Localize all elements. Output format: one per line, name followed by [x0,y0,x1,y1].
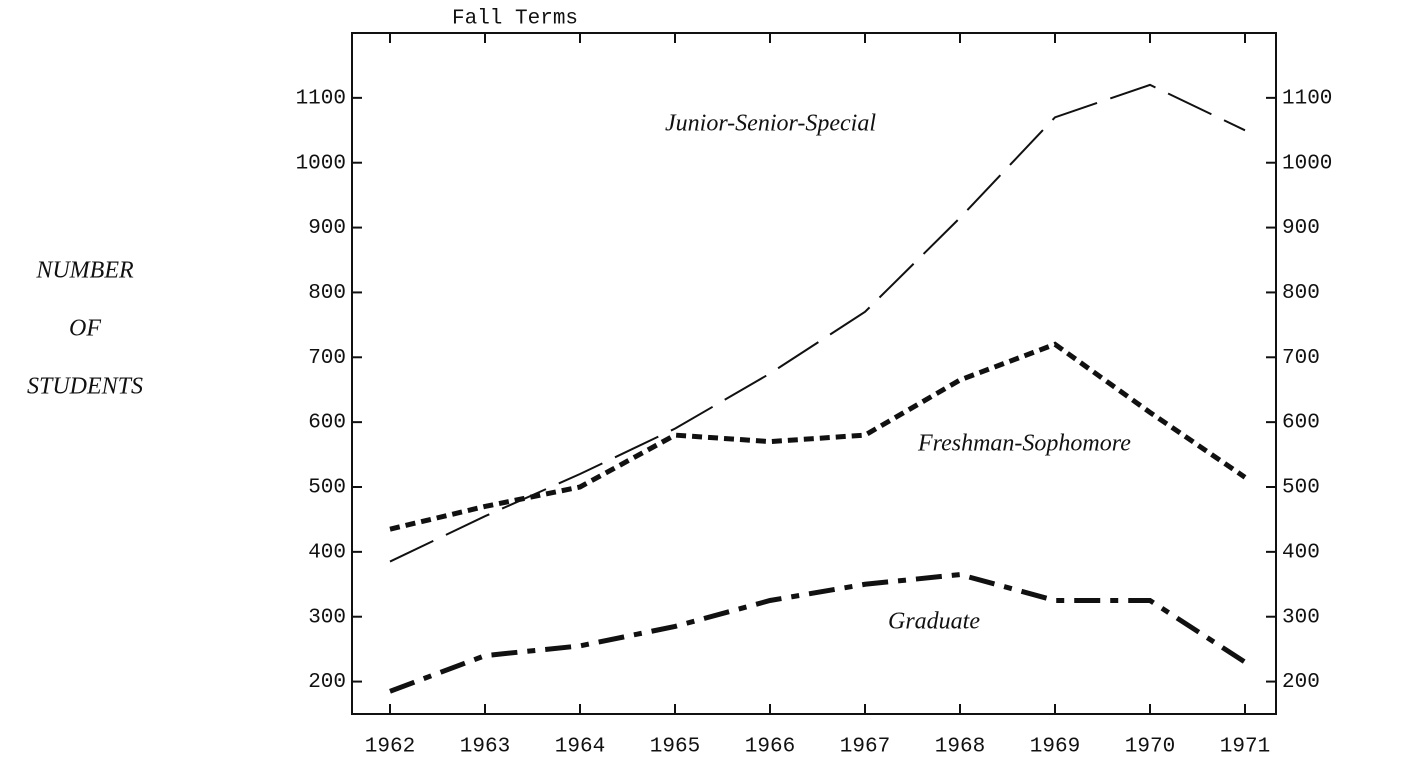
x-tick-label: 1965 [650,736,700,759]
y-tick-label: 900 [308,217,346,240]
x-tick-label: 1971 [1220,736,1270,759]
y2-tick-label: 500 [1282,477,1320,500]
y2-tick-label: 700 [1282,347,1320,370]
y-tick-label: 300 [308,606,346,629]
plot-frame [351,32,1277,715]
series-line [389,341,1247,532]
series-line [389,572,1247,694]
x-tick-label: 1964 [555,736,605,759]
x-tick-label: 1969 [1030,736,1080,759]
y-axis-label: STUDENTS [27,374,143,400]
x-tick-label: 1966 [745,736,795,759]
x-tick-label: 1963 [460,736,510,759]
y-axis-label: OF [69,316,101,342]
y-tick-label: 500 [308,477,346,500]
series-line [389,83,1246,563]
y-tick-label: 700 [308,347,346,370]
y2-tick-label: 400 [1282,541,1320,564]
chart-title: Fall Terms [452,8,578,31]
y2-tick-label: 200 [1282,671,1320,694]
y-tick-label: 1000 [296,152,346,175]
y-tick-label: 200 [308,671,346,694]
y-tick-label: 600 [308,412,346,435]
y-tick-label: 800 [308,282,346,305]
x-tick-label: 1967 [840,736,890,759]
x-tick-label: 1968 [935,736,985,759]
y2-tick-label: 300 [1282,606,1320,629]
y2-tick-label: 1000 [1282,152,1332,175]
y2-tick-label: 600 [1282,412,1320,435]
y-axis-label: NUMBER [35,258,134,284]
series-label: Freshman-Sophomore [917,431,1131,457]
y2-tick-label: 900 [1282,217,1320,240]
series-label: Junior-Senior-Special [665,111,876,137]
series-label: Graduate [888,609,980,635]
x-tick-label: 1970 [1125,736,1175,759]
y-tick-label: 400 [308,541,346,564]
x-tick-label: 1962 [365,736,415,759]
y2-tick-label: 800 [1282,282,1320,305]
y2-tick-label: 1100 [1282,87,1332,110]
y-tick-label: 1100 [296,87,346,110]
